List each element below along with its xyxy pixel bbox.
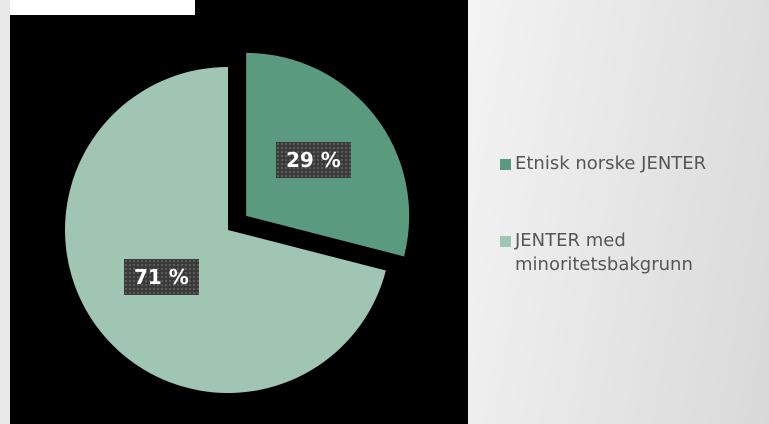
data-label-etnisk-norske: 29 % — [276, 142, 351, 178]
legend-item-minoritetsbakgrunn: JENTER med minoritetsbakgrunn — [500, 229, 693, 277]
top-strip-black — [195, 0, 468, 15]
left-margin — [0, 0, 10, 424]
legend-swatch-etnisk-norske — [500, 159, 511, 170]
legend-label-line-1: JENTER med — [515, 230, 626, 251]
top-strip-white — [10, 0, 195, 15]
legend-label-minoritetsbakgrunn: JENTER med minoritetsbakgrunn — [515, 229, 693, 277]
legend-label-line-2: minoritetsbakgrunn — [515, 254, 693, 275]
legend-label-etnisk-norske: Etnisk norske JENTER — [515, 153, 707, 174]
legend-item-etnisk-norske: Etnisk norske JENTER — [500, 152, 706, 176]
pie-slice-minoritetsbakgrunn — [64, 67, 386, 393]
legend-swatch-minoritetsbakgrunn — [500, 236, 511, 247]
data-label-minoritetsbakgrunn: 71 % — [124, 259, 199, 295]
